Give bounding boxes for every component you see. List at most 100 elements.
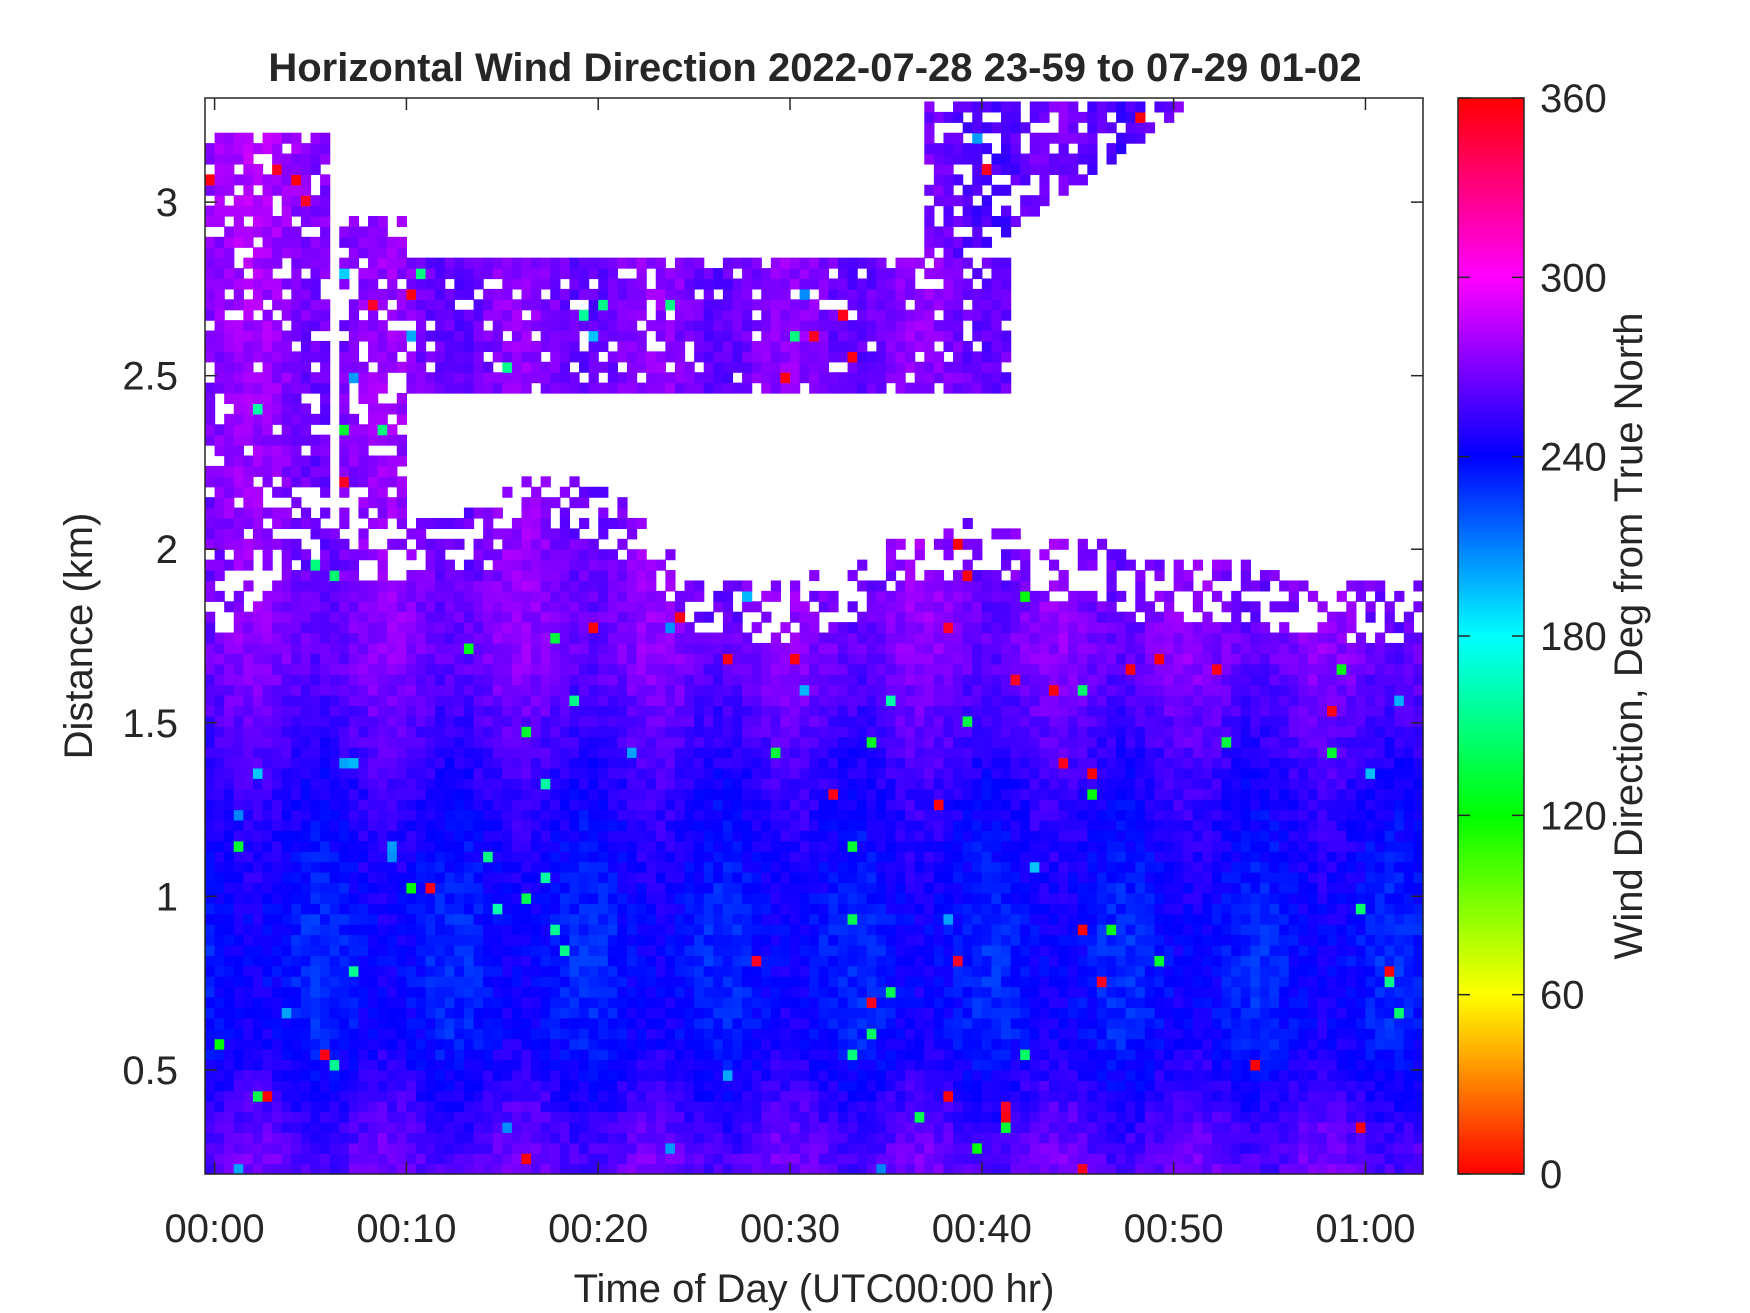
heatmap-cell [636, 955, 647, 967]
heatmap-cell [320, 882, 331, 894]
heatmap-cell [300, 601, 312, 613]
heatmap-cell [502, 1153, 513, 1165]
heatmap-cell [617, 830, 628, 842]
heatmap-cell [607, 757, 618, 769]
heatmap-cell [377, 882, 388, 894]
heatmap-cell [473, 372, 484, 384]
heatmap-cell [281, 924, 292, 936]
heatmap-cell [310, 445, 321, 457]
heatmap-cell [272, 903, 283, 915]
heatmap-cell [281, 507, 292, 519]
heatmap-cell [780, 882, 791, 894]
heatmap-cell [511, 684, 523, 696]
heatmap-cell [569, 882, 580, 894]
heatmap-cell [377, 632, 388, 644]
heatmap-cell [473, 1017, 484, 1029]
heatmap-cell [531, 924, 542, 936]
heatmap-cell [300, 288, 312, 300]
heatmap-cell [722, 257, 734, 269]
heatmap-cell [799, 819, 810, 831]
heatmap-cell [396, 1069, 407, 1081]
heatmap-cell [262, 257, 273, 269]
heatmap-cell [425, 861, 436, 873]
heatmap-cell [780, 996, 791, 1008]
heatmap-cell [607, 747, 618, 759]
heatmap-cell [444, 1163, 455, 1175]
heatmap-cell [732, 924, 743, 936]
heatmap-cell [310, 309, 321, 321]
heatmap-cell [655, 1028, 666, 1040]
heatmap-cell [550, 830, 561, 842]
heatmap-cell [387, 986, 398, 998]
heatmap-cell [358, 226, 369, 238]
heatmap-cell [368, 913, 379, 925]
heatmap-cell [655, 767, 666, 779]
heatmap-cell [607, 715, 618, 727]
heatmap-cell [262, 715, 273, 727]
heatmap-cell [262, 309, 273, 321]
heatmap-cell [329, 861, 340, 873]
heatmap-cell [396, 653, 407, 665]
heatmap-cell [396, 1007, 407, 1019]
heatmap-cell [521, 590, 532, 602]
heatmap-cell [243, 642, 254, 654]
heatmap-cell [607, 767, 618, 779]
heatmap-cell [617, 590, 628, 602]
heatmap-cell [684, 913, 695, 925]
heatmap-cell [626, 340, 638, 352]
heatmap-cell [588, 1069, 599, 1081]
heatmap-cell [454, 840, 465, 852]
heatmap-cell [579, 715, 590, 727]
heatmap-cell [358, 882, 369, 894]
heatmap-cell [454, 382, 465, 394]
heatmap-cell [674, 330, 686, 342]
heatmap-cell [243, 434, 254, 446]
heatmap-cell [559, 632, 571, 644]
heatmap-cell [655, 715, 666, 727]
heatmap-cell [569, 840, 580, 852]
heatmap-cell [243, 372, 254, 384]
heatmap-cell [579, 351, 590, 363]
heatmap-cell [703, 903, 714, 915]
heatmap-cell [368, 1028, 379, 1040]
heatmap-cell [396, 1163, 407, 1175]
heatmap-cell [674, 736, 686, 748]
heatmap-cell [214, 1069, 225, 1081]
heatmap-cell [607, 924, 618, 936]
heatmap-cell [415, 642, 427, 654]
heatmap-cell [559, 736, 571, 748]
heatmap-cell [320, 507, 331, 519]
heatmap-cell [636, 570, 647, 582]
heatmap-cell [224, 413, 235, 425]
heatmap-cell [205, 663, 216, 675]
heatmap-cell [483, 1111, 494, 1123]
heatmap-cell [531, 580, 542, 592]
heatmap-cell [559, 372, 571, 384]
heatmap-cell [243, 715, 254, 727]
heatmap-cell [444, 653, 455, 665]
heatmap-cell [732, 799, 743, 811]
heatmap-cell [243, 611, 254, 623]
heatmap-cell [722, 361, 734, 373]
heatmap-cell [358, 747, 369, 759]
heatmap-cell [655, 726, 666, 738]
heatmap-cell [569, 799, 580, 811]
heatmap-cell [463, 1101, 475, 1113]
heatmap-cell [540, 1142, 551, 1154]
heatmap-cell [348, 934, 360, 946]
heatmap-cell [387, 590, 398, 602]
heatmap-cell [473, 809, 484, 821]
heatmap-cell [636, 330, 647, 342]
heatmap-cell [329, 830, 340, 842]
heatmap-cell [646, 955, 657, 967]
heatmap-cell [454, 517, 465, 529]
heatmap-cell [818, 695, 829, 707]
heatmap-cell [396, 830, 407, 842]
heatmap-cell [790, 1121, 801, 1133]
heatmap-cell [559, 809, 571, 821]
heatmap-cell [281, 1111, 292, 1123]
heatmap-cell [646, 580, 657, 592]
heatmap-cell [435, 944, 446, 956]
heatmap-cell [511, 1121, 523, 1133]
heatmap-cell [598, 1017, 609, 1029]
